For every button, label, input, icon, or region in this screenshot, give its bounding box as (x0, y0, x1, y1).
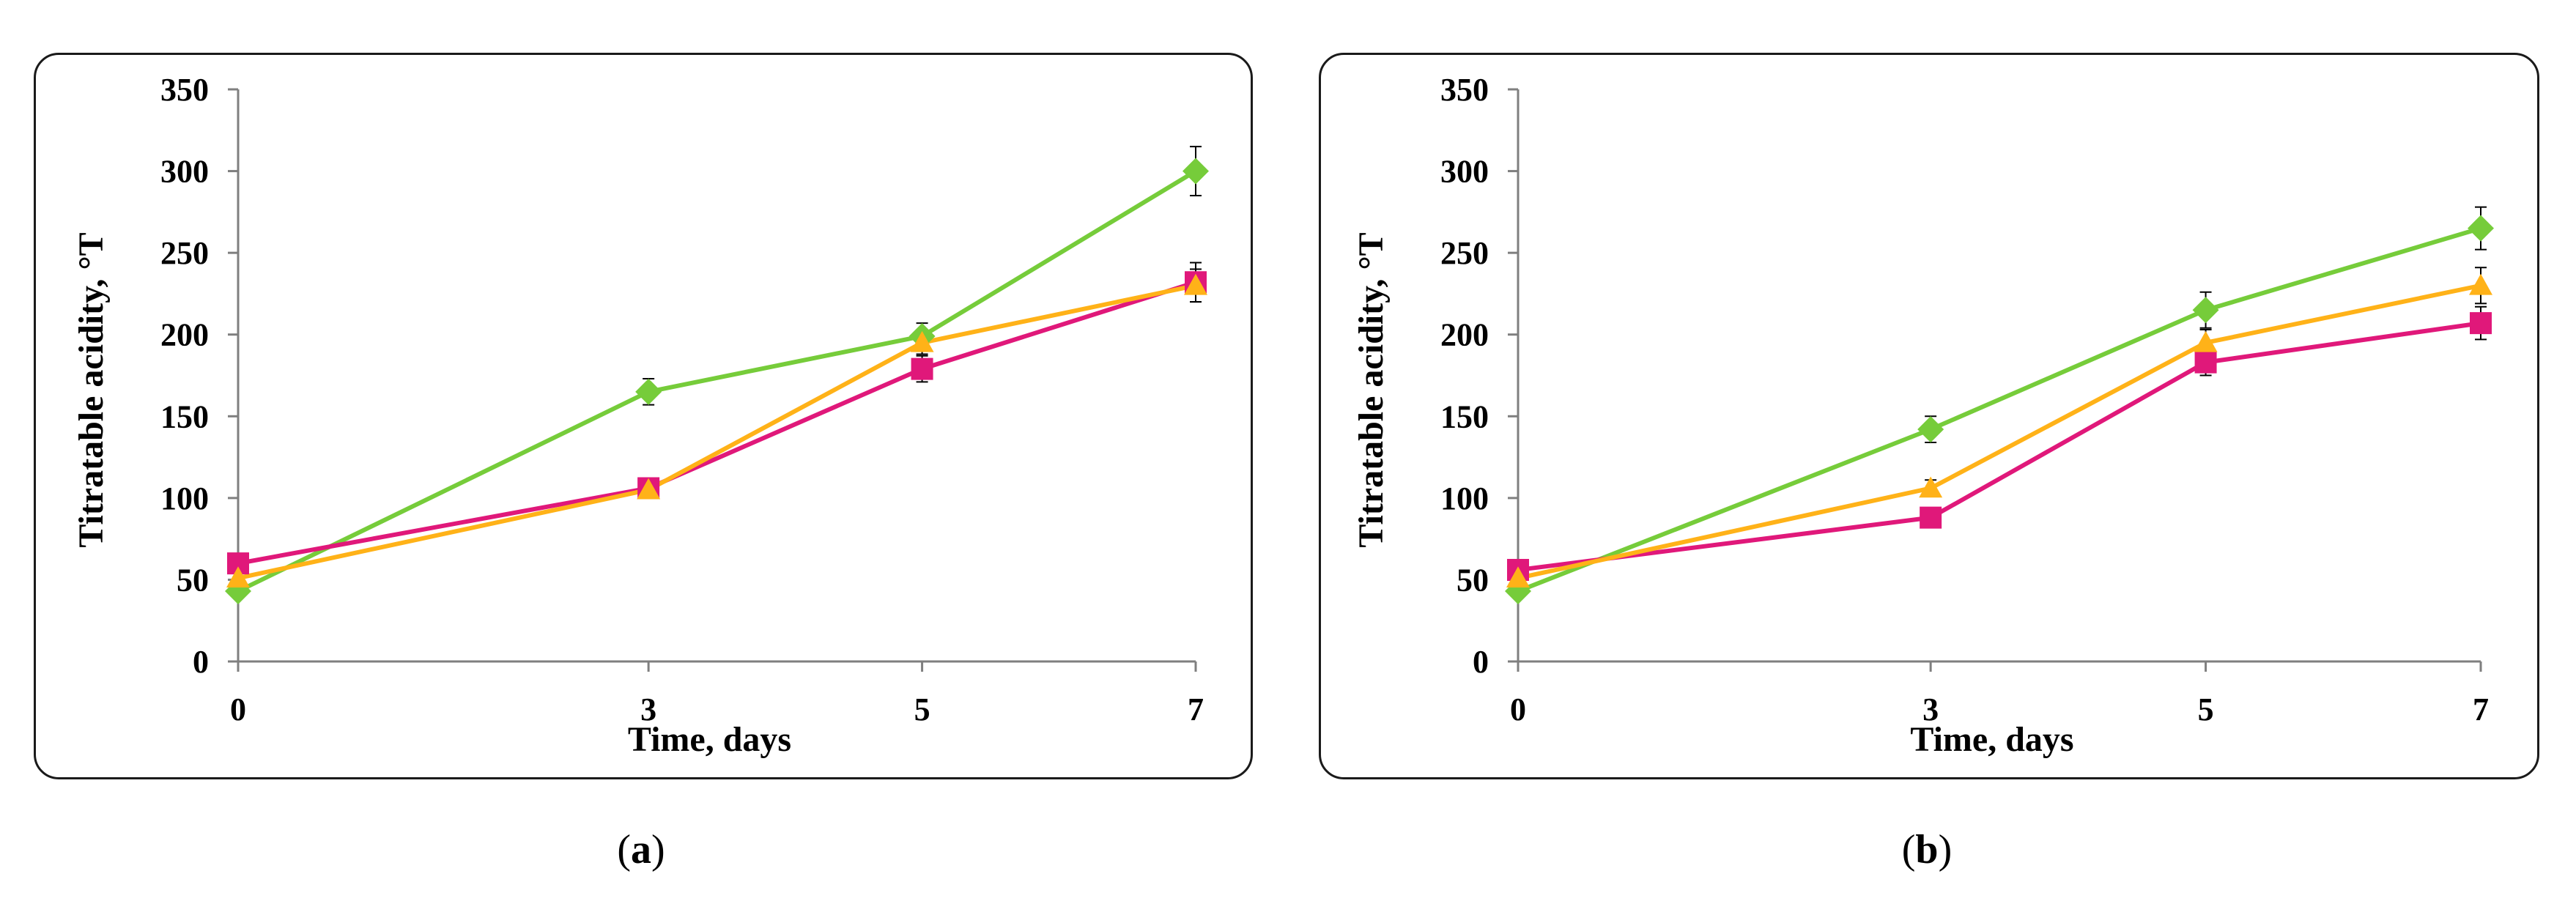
caption-letter: b (1915, 827, 1939, 872)
y-tick-label: 350 (160, 72, 209, 108)
series-line (1517, 321, 2481, 573)
y-tick-label: 0 (193, 644, 209, 680)
x-axis-title: Time, days (1910, 720, 2073, 759)
y-tick-label: 50 (177, 562, 209, 598)
caption-open-paren: ( (617, 827, 631, 872)
x-axis-title: Time, days (628, 720, 791, 759)
x-tick-label: 0 (230, 691, 246, 727)
y-tick-label: 200 (1440, 317, 1489, 353)
caption-letter: a (631, 827, 651, 872)
panel-a-caption: (a) (531, 826, 751, 873)
y-axis-title: Titratable acidity, °T (72, 232, 111, 547)
data-point-triangle (910, 330, 934, 352)
x-tick-label: 5 (914, 691, 930, 727)
y-tick-label: 150 (1440, 398, 1489, 434)
x-tick-label: 0 (1510, 691, 1526, 727)
data-point-triangle (2194, 330, 2218, 352)
y-tick-label: 100 (160, 481, 209, 516)
data-point-triangle (226, 566, 250, 587)
data-point-square (227, 552, 249, 575)
y-tick-label: 200 (160, 317, 209, 353)
panel-b-caption: (b) (1817, 826, 2037, 873)
data-point-triangle (1506, 566, 1530, 587)
x-tick-label: 3 (1922, 691, 1939, 727)
y-tick-label: 300 (160, 154, 209, 190)
y-tick-label: 100 (1440, 481, 1489, 516)
data-point-square (1920, 506, 1942, 529)
y-tick-label: 0 (1473, 644, 1489, 680)
data-point-diamond (1917, 416, 1944, 443)
data-point-triangle (1919, 476, 1943, 498)
y-tick-label: 250 (160, 235, 209, 271)
data-point-triangle (2469, 273, 2492, 295)
data-point-square (2194, 351, 2217, 374)
caption-open-paren: ( (1901, 827, 1916, 872)
series-line (237, 280, 1196, 566)
y-tick-label: 350 (1440, 72, 1489, 108)
series-line (237, 283, 1196, 581)
data-point-square (2470, 312, 2492, 335)
x-tick-label: 7 (1188, 691, 1204, 727)
y-tick-label: 250 (1440, 235, 1489, 271)
data-point-diamond (635, 378, 662, 405)
y-tick-label: 150 (160, 398, 209, 434)
data-point-triangle (1184, 273, 1207, 295)
data-point-triangle (637, 478, 661, 500)
data-point-diamond (1182, 157, 1209, 185)
series-line (1517, 226, 2481, 593)
x-tick-label: 7 (2473, 691, 2489, 727)
x-tick-label: 3 (640, 691, 656, 727)
x-tick-label: 5 (2198, 691, 2214, 727)
series-line (237, 169, 1197, 593)
y-tick-label: 50 (1457, 562, 1489, 598)
data-point-diamond (2192, 297, 2219, 324)
series-line (1517, 283, 2481, 581)
caption-close-paren: ) (651, 827, 665, 872)
y-axis-title: Titratable acidity, °T (1352, 232, 1391, 547)
data-point-square (911, 357, 933, 380)
caption-close-paren: ) (1938, 827, 1953, 872)
data-point-diamond (2468, 215, 2494, 242)
y-tick-label: 300 (1440, 154, 1489, 190)
